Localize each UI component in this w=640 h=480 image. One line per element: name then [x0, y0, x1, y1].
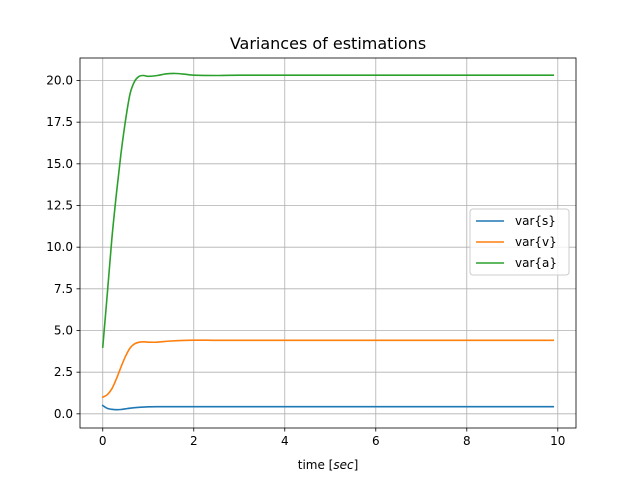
x-tick-label: 4 [281, 434, 289, 448]
x-tick-label: 0 [99, 434, 107, 448]
y-tick-label: 12.5 [46, 199, 73, 213]
x-tick-label: 6 [372, 434, 380, 448]
x-axis-ticks: 0 2 4 6 8 10 [99, 428, 565, 448]
y-tick-label: 5.0 [54, 324, 73, 338]
y-tick-label: 2.5 [54, 365, 73, 379]
legend-label-2: var{v} [515, 235, 557, 249]
chart-title: Variances of estimations [230, 34, 426, 53]
series-line-1 [101, 404, 555, 411]
y-axis-ticks: 0.0 2.5 5.0 7.5 10.0 12.5 15.0 17.5 20.0 [46, 74, 80, 421]
series-lines [101, 72, 555, 411]
x-tick-label: 8 [463, 434, 471, 448]
legend: var{s} var{v} var{a} [469, 208, 570, 276]
legend-box [469, 208, 570, 276]
y-tick-label: 0.0 [54, 407, 73, 421]
x-tick-label: 2 [190, 434, 198, 448]
y-tick-label: 7.5 [54, 282, 73, 296]
y-tick-label: 10.0 [46, 240, 73, 254]
plot-frame [79, 57, 577, 429]
x-axis-label: time [sec] [298, 458, 359, 472]
y-tick-label: 17.5 [46, 115, 73, 129]
series-line-3 [101, 72, 555, 349]
y-tick-label: 20.0 [46, 74, 73, 88]
legend-label-3: var{a} [515, 256, 557, 270]
series-line-2 [101, 339, 555, 399]
x-tick-label: 10 [550, 434, 565, 448]
legend-label-1: var{s} [515, 214, 556, 228]
y-tick-label: 15.0 [46, 157, 73, 171]
